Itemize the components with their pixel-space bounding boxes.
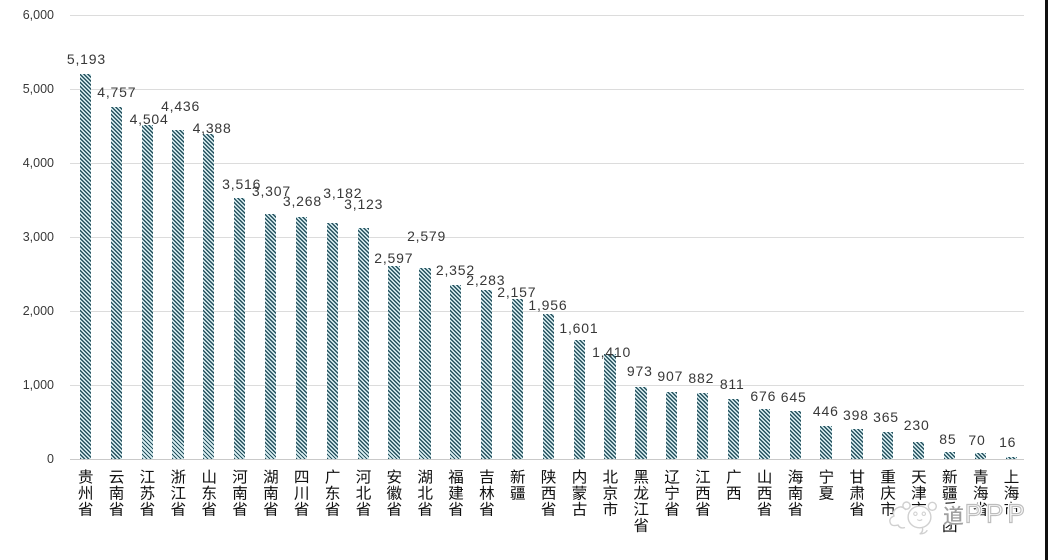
- svg-text:PPP: PPP: [965, 499, 1029, 529]
- svg-text:PPP: PPP: [965, 499, 1029, 529]
